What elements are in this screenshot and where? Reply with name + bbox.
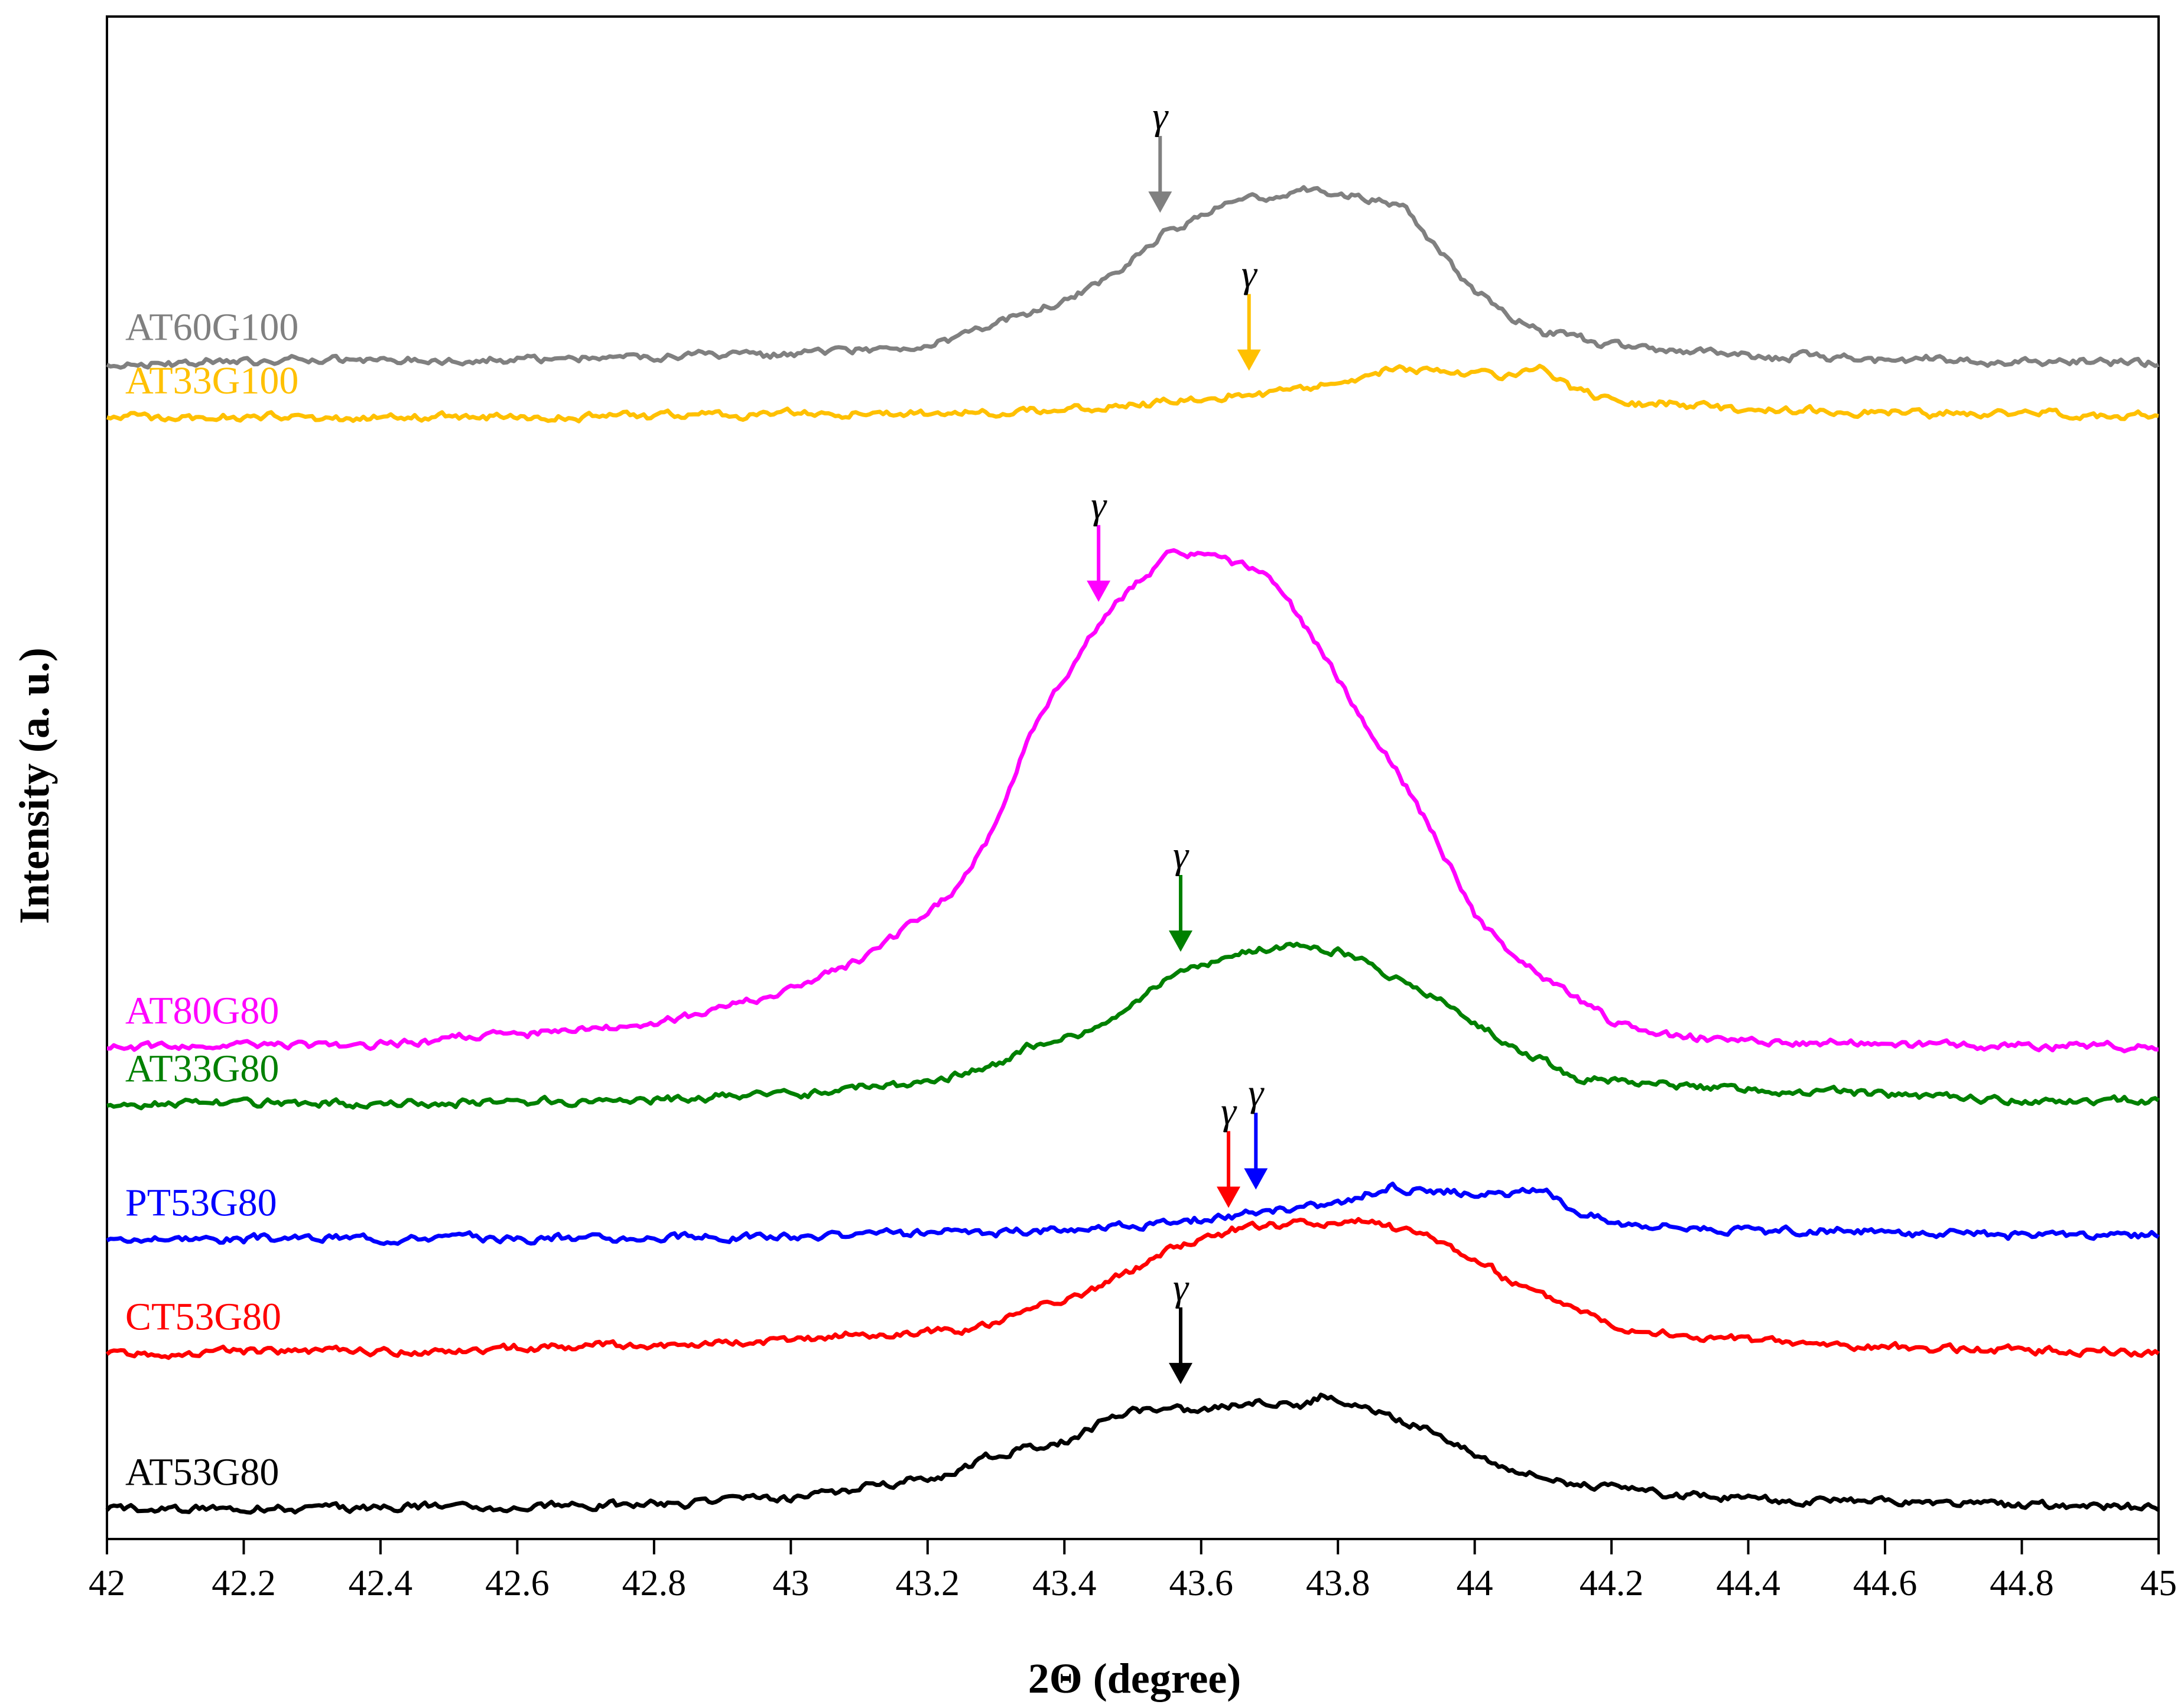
series-layer <box>105 185 2160 1515</box>
plot-frame <box>106 15 2160 1540</box>
x-axis-title: 2Θ (degree) <box>1028 1655 1242 1702</box>
gamma-label: γ <box>1173 1266 1190 1309</box>
x-tick-label: 44 <box>1457 1563 1493 1603</box>
x-tick-label: 43.4 <box>1032 1563 1097 1603</box>
series-label-at33g100: AT33G100 <box>125 359 298 402</box>
series-label-layer: AT60G100 AT33G100 AT80G80 AT33G80 PT53G80 CT5… <box>125 306 298 1494</box>
series-label-at60g100: AT60G100 <box>125 306 298 349</box>
gamma-marker-pt53g80: γ <box>1244 1072 1268 1190</box>
x-tick-label: 43.8 <box>1306 1563 1370 1603</box>
marker-arrow-head <box>1169 930 1193 952</box>
series-label-at53g80: AT53G80 <box>125 1451 279 1494</box>
series-label-at33g80: AT33G80 <box>125 1047 279 1091</box>
y-axis-title: Intensity (a. u.) <box>11 648 58 924</box>
x-tick-label: 42.4 <box>349 1563 413 1603</box>
x-tick-label: 42.8 <box>622 1563 687 1603</box>
marker-arrow-head <box>1244 1168 1268 1190</box>
x-tick-label: 44.6 <box>1853 1563 1918 1603</box>
x-tick-label: 42 <box>89 1563 125 1603</box>
gamma-marker-at60g100: γ <box>1148 95 1172 213</box>
marker-arrow-head <box>1237 349 1261 371</box>
gamma-label: γ <box>1221 1089 1237 1133</box>
x-tick-label: 43.6 <box>1169 1563 1233 1603</box>
series-line-at80g80 <box>106 548 2159 1053</box>
x-tick-label: 45 <box>2140 1563 2177 1603</box>
series-label-pt53g80: PT53G80 <box>125 1181 277 1224</box>
gamma-label: γ <box>1173 834 1190 877</box>
gamma-marker-at80g80: γ <box>1087 484 1111 602</box>
marker-arrow-head <box>1217 1186 1241 1208</box>
x-tick-label: 43.2 <box>896 1563 960 1603</box>
series-line-pt53g80 <box>106 1182 2160 1246</box>
gamma-label: γ <box>1248 1072 1265 1115</box>
series-line-at33g100 <box>106 363 2159 424</box>
gamma-label: γ <box>1152 95 1169 138</box>
plot-area <box>106 15 2160 1540</box>
gamma-marker-at33g100: γ <box>1237 253 1261 371</box>
series-line-at53g80 <box>105 1393 2160 1515</box>
x-tick-label: 42.6 <box>485 1563 550 1603</box>
marker-arrow-head <box>1087 580 1111 602</box>
gamma-label: γ <box>1091 484 1107 527</box>
series-label-at80g80: AT80G80 <box>125 990 279 1033</box>
gamma-marker-ct53g80: γ <box>1217 1089 1241 1208</box>
series-label-ct53g80: CT53G80 <box>125 1296 281 1339</box>
marker-arrow-head <box>1169 1362 1193 1384</box>
gamma-marker-at33g80: γ <box>1169 834 1193 952</box>
x-tick-label: 44.2 <box>1580 1563 1644 1603</box>
x-tick-label: 42.2 <box>212 1563 276 1603</box>
marker-arrow-head <box>1148 191 1172 213</box>
series-line-ct53g80 <box>105 1216 2160 1360</box>
series-line-at33g80 <box>106 941 2160 1111</box>
x-tick-label: 44.8 <box>1990 1563 2054 1603</box>
x-tick-label: 43 <box>772 1563 809 1603</box>
gamma-marker-at53g80: γ <box>1169 1266 1193 1384</box>
x-axis-ticks: 42 42.2 42.4 42.6 42.8 43 43.2 43.4 43.6 43.8 44 44… <box>89 1539 2177 1603</box>
x-tick-label: 44.4 <box>1716 1563 1780 1603</box>
gamma-label: γ <box>1242 253 1258 296</box>
series-line-at60g100 <box>106 185 2160 370</box>
